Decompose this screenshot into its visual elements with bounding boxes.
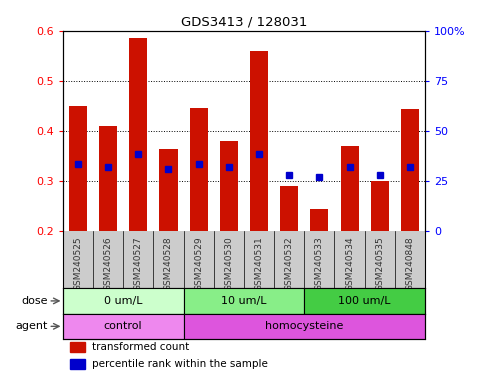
Text: 10 um/L: 10 um/L (221, 296, 267, 306)
Text: GSM240533: GSM240533 (315, 236, 324, 291)
Text: dose: dose (21, 296, 48, 306)
Bar (63, 288, 184, 314)
Text: transformed count: transformed count (92, 343, 189, 353)
Bar (184, 288, 304, 314)
Bar (70, 343, 85, 353)
Bar (220, 141, 238, 232)
Text: GSM240848: GSM240848 (405, 236, 414, 291)
Bar (159, 149, 178, 232)
Bar (129, 38, 147, 232)
Bar (371, 181, 389, 232)
Text: agent: agent (15, 321, 48, 331)
Text: GSM240528: GSM240528 (164, 236, 173, 291)
Bar (99, 126, 117, 232)
Bar (69, 106, 87, 232)
Text: GSM240527: GSM240527 (134, 236, 143, 291)
Bar (280, 186, 298, 232)
Text: GSM240535: GSM240535 (375, 236, 384, 291)
Bar (311, 209, 328, 232)
Text: GSM240526: GSM240526 (103, 236, 113, 291)
Text: control: control (104, 321, 142, 331)
Bar (304, 288, 425, 314)
Bar (250, 51, 268, 232)
Bar (341, 146, 358, 232)
Text: 0 um/L: 0 um/L (104, 296, 142, 306)
Bar (70, 359, 85, 369)
Text: GSM240534: GSM240534 (345, 236, 354, 291)
Bar (184, 314, 425, 339)
Text: 100 um/L: 100 um/L (339, 296, 391, 306)
Text: percentile rank within the sample: percentile rank within the sample (92, 359, 268, 369)
Text: homocysteine: homocysteine (265, 321, 343, 331)
Bar (189, 108, 208, 232)
Bar (401, 109, 419, 232)
Text: GSM240530: GSM240530 (224, 236, 233, 291)
Text: GSM240532: GSM240532 (284, 236, 294, 291)
Text: GSM240525: GSM240525 (73, 236, 83, 291)
Text: GSM240529: GSM240529 (194, 236, 203, 291)
Title: GDS3413 / 128031: GDS3413 / 128031 (181, 15, 307, 28)
Bar (63, 314, 184, 339)
Text: GSM240531: GSM240531 (255, 236, 264, 291)
